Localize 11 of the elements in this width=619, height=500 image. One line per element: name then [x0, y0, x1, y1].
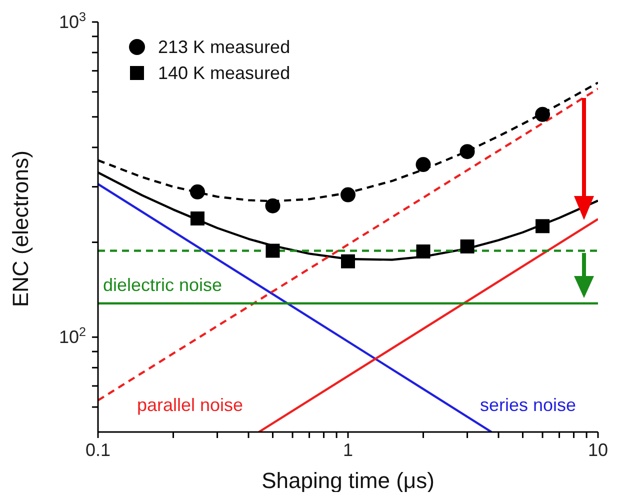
x-tick-label: 1	[342, 440, 354, 460]
legend-label: 213 K measured	[158, 36, 290, 59]
y-tick-label: 10$^{3}$	[58, 10, 86, 32]
x-tick-label: 0.1	[85, 440, 111, 460]
y-axis-title: ENC (electrons)	[8, 150, 33, 307]
series-label: series noise	[480, 395, 576, 415]
y-tick-label: 10$^{2}$	[58, 325, 86, 348]
legend-label: 140 K measured	[158, 62, 290, 85]
series-label: dielectric noise	[103, 275, 222, 295]
x-tick-label: 10	[588, 440, 608, 460]
annotation: parallel noise	[136, 395, 244, 415]
